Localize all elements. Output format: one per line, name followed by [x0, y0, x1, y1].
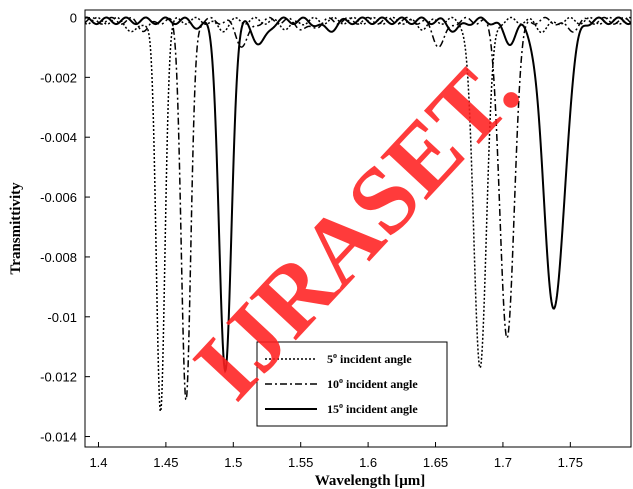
y-axis-title: Transmittivity — [8, 182, 24, 275]
y-tick-label: -0.008 — [40, 250, 77, 265]
x-tick-label: 1.55 — [288, 455, 313, 470]
legend-label: 5o incident angle — [327, 351, 412, 366]
x-tick-labels: 1.4 1.45 1.5 1.55 1.6 1.65 1.7 1.75 — [89, 455, 583, 470]
x-axis-title: Wavelength [μm] — [315, 473, 426, 489]
y-tick-label: -0.004 — [40, 130, 77, 145]
x-tick-label: 1.6 — [359, 455, 377, 470]
x-tick-label: 1.4 — [89, 455, 107, 470]
x-tick-label: 1.5 — [224, 455, 242, 470]
y-tick-label: -0.014 — [40, 430, 77, 445]
y-tick-label: -0.002 — [40, 70, 77, 85]
y-tick-label: -0.006 — [40, 190, 77, 205]
x-tick-label: 1.45 — [153, 455, 178, 470]
y-tick-label: 0 — [70, 10, 77, 25]
x-tick-label: 1.75 — [558, 455, 583, 470]
x-tick-label: 1.65 — [423, 455, 448, 470]
y-tick-label: -0.012 — [40, 370, 77, 385]
y-tick-labels: 0 -0.002 -0.004 -0.006 -0.008 -0.01 -0.012 -0.0… — [40, 10, 77, 444]
y-tick-label: -0.01 — [47, 310, 77, 325]
x-tick-label: 1.7 — [494, 455, 512, 470]
